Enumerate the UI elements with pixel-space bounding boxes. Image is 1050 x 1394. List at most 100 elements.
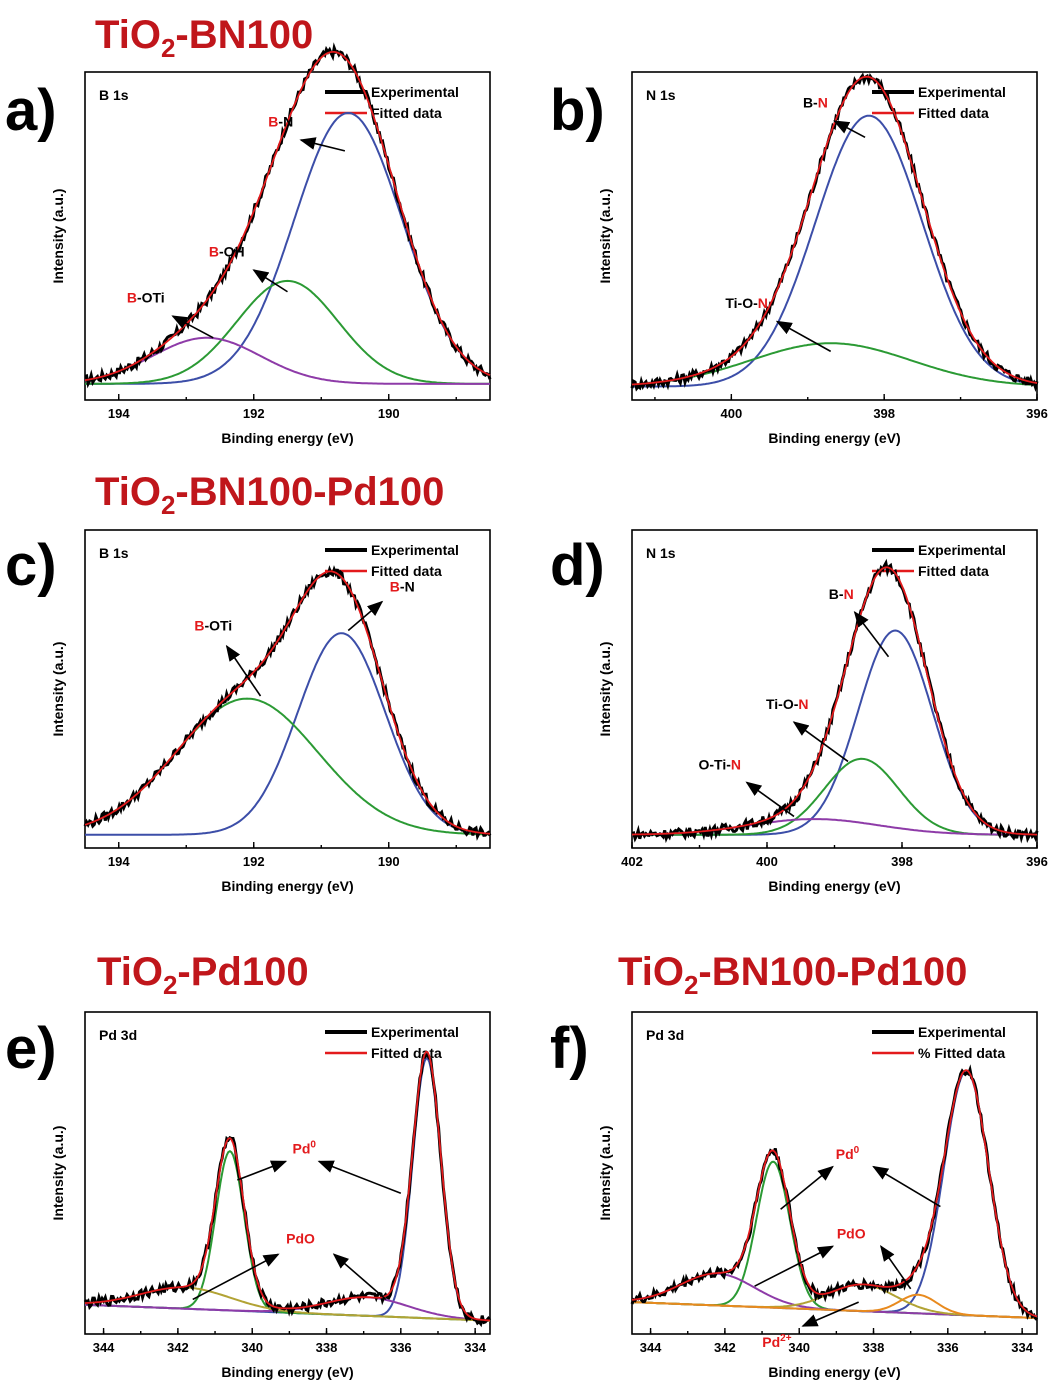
experimental-curve xyxy=(631,558,1039,844)
annotation-label-part: -OH xyxy=(219,244,245,260)
panels: a) 194 192 190 Binding energy (eV) Intensity … xyxy=(5,42,1048,1380)
y-axis-label: Intensity (a.u.) xyxy=(50,642,66,737)
core-level-label: N 1s xyxy=(646,545,676,561)
y-axis-label: Intensity (a.u.) xyxy=(50,1126,66,1221)
component-curve-blue xyxy=(85,111,491,385)
annotation-label: B-OTi xyxy=(127,290,165,306)
y-axis-label: Intensity (a.u.) xyxy=(597,189,613,284)
sample-title-bottom-left: TiO2-Pd100 xyxy=(97,950,309,1000)
annotation-label-part: Pd xyxy=(292,1140,310,1156)
annotation-label: O-Ti-N xyxy=(698,756,741,772)
legend-label-fitted: Fitted data xyxy=(918,563,989,579)
x-tick-label: 334 xyxy=(1011,1340,1033,1355)
annotation-arrow xyxy=(792,721,849,763)
component-curve-blue xyxy=(85,632,491,836)
annotation-label-part: Pd xyxy=(836,1146,854,1162)
x-tick-label: 400 xyxy=(756,854,778,869)
core-level-label: N 1s xyxy=(646,87,676,103)
experimental-curve xyxy=(83,1052,492,1328)
plot-frame xyxy=(84,71,491,401)
x-tick-label: 340 xyxy=(788,1340,810,1355)
annotation-label-part: N xyxy=(731,756,741,772)
plot-frame xyxy=(84,1011,491,1335)
annotation-label: Ti-O-N xyxy=(766,696,809,712)
fitted-curve xyxy=(631,75,1038,386)
component-curve-green xyxy=(631,1160,1037,1319)
legend-label-experimental: Experimental xyxy=(371,542,459,558)
x-tick-label: 334 xyxy=(464,1340,486,1355)
annotation-label-part: B xyxy=(127,290,137,306)
fitted-curve xyxy=(84,51,491,382)
panel-letter: b) xyxy=(550,78,605,143)
plot-frame xyxy=(84,529,491,849)
annotation-arrow xyxy=(299,137,346,152)
panel-letter: f) xyxy=(550,1016,589,1081)
annotation-label: B-N xyxy=(268,114,293,130)
annotation-label-part: N xyxy=(758,295,768,311)
x-tick-label: 398 xyxy=(891,854,913,869)
x-tick-label: 344 xyxy=(93,1340,115,1355)
panel-letter: a) xyxy=(5,78,57,143)
annotation-label: B-N xyxy=(390,578,415,594)
annotation-label-part: -N xyxy=(278,114,293,130)
x-axis-label: Binding energy (eV) xyxy=(768,1364,900,1380)
sample-title-bottom-right: TiO2-BN100-Pd100 xyxy=(618,950,967,1000)
annotation-label: B-N xyxy=(829,586,854,602)
x-tick-label: 342 xyxy=(167,1340,189,1355)
legend-label-fitted: Fitted data xyxy=(371,105,442,121)
core-level-label: B 1s xyxy=(99,545,129,561)
legend-label-experimental: Experimental xyxy=(371,84,459,100)
sample-title-top: TiO2-BN100 xyxy=(95,13,313,63)
component-curve-blue xyxy=(85,1057,491,1322)
x-axis-label: Binding energy (eV) xyxy=(768,430,900,446)
annotation-label: Pd0 xyxy=(292,1139,316,1156)
annotation-arrow xyxy=(833,120,866,139)
annotation-label-part: B- xyxy=(803,95,818,111)
chart-panel-f: f) 344 342 340 338 336 334 Binding energy (eV) I… xyxy=(550,1011,1039,1380)
annotation-arrow xyxy=(754,1245,835,1287)
annotation-label: PdO xyxy=(286,1231,315,1247)
x-tick-label: 194 xyxy=(108,406,130,421)
annotation-label-part: -N xyxy=(400,578,415,594)
fitted-curve xyxy=(632,566,1037,836)
x-tick-label: 190 xyxy=(378,406,400,421)
annotation-label-part: N xyxy=(798,696,808,712)
annotation-label-part: B xyxy=(390,578,400,594)
annotation-label-part: PdO xyxy=(286,1231,315,1247)
x-tick-label: 336 xyxy=(937,1340,959,1355)
annotation-arrow xyxy=(225,644,262,697)
legend-label-experimental: Experimental xyxy=(918,542,1006,558)
fitted-curve xyxy=(84,1050,491,1322)
legend-label-fitted: % Fitted data xyxy=(918,1045,1005,1061)
x-tick-label: 396 xyxy=(1026,406,1048,421)
panel-letter: d) xyxy=(550,533,605,598)
annotation-arrow xyxy=(317,1160,402,1195)
annotation-arrow xyxy=(780,1165,834,1210)
x-tick-label: 402 xyxy=(621,854,643,869)
chart-panel-b: b) 400 398 396 Binding energy (eV) Intensity … xyxy=(550,71,1048,446)
x-axis-label: Binding energy (eV) xyxy=(221,430,353,446)
fitted-curve xyxy=(631,1069,1038,1318)
component-curve-green xyxy=(84,697,490,836)
x-tick-label: 398 xyxy=(873,406,895,421)
component-curve-blue xyxy=(632,629,1037,836)
y-axis-label: Intensity (a.u.) xyxy=(597,1126,613,1221)
x-tick-label: 344 xyxy=(640,1340,662,1355)
x-tick-label: 396 xyxy=(1026,854,1048,869)
annotation-label-part: B xyxy=(268,114,278,130)
chart-panel-e: e) 344 342 340 338 336 334 Binding energy (eV) I… xyxy=(5,1011,492,1380)
chart-panel-a: a) 194 192 190 Binding energy (eV) Intensity … xyxy=(5,42,492,446)
annotation-arrow xyxy=(332,1253,387,1301)
experimental-curve xyxy=(83,565,492,841)
x-axis-label: Binding energy (eV) xyxy=(768,878,900,894)
annotation-label: B-OTi xyxy=(194,618,232,634)
annotation-label-part: B xyxy=(194,618,204,634)
x-tick-label: 338 xyxy=(863,1340,885,1355)
annotation-label-part: PdO xyxy=(837,1225,866,1241)
annotation-label: B-OH xyxy=(209,244,245,260)
annotation-arrow xyxy=(853,610,890,658)
x-tick-label: 192 xyxy=(243,406,265,421)
panel-letter: c) xyxy=(5,533,57,598)
x-tick-label: 194 xyxy=(108,854,130,869)
legend-label-experimental: Experimental xyxy=(918,1024,1006,1040)
